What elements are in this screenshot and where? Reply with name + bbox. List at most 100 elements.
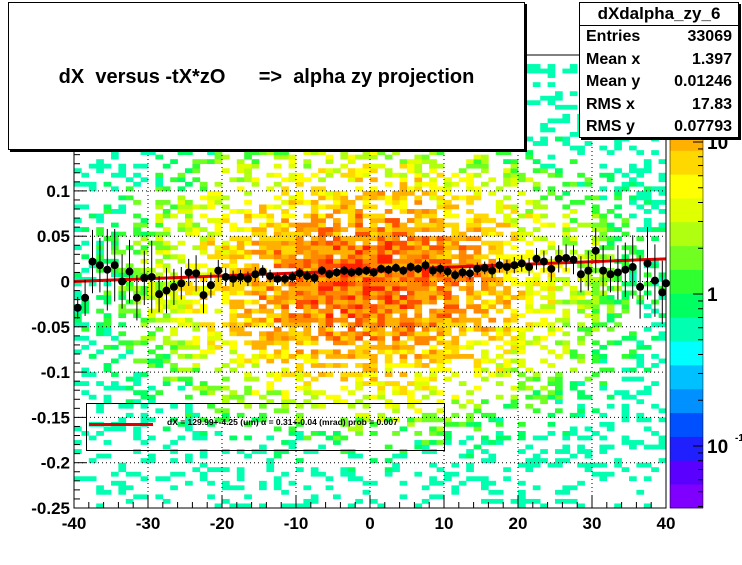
heatmap-cell [392,227,400,232]
heatmap-cell [162,163,171,169]
heatmap-cell [532,64,541,69]
heatmap-cell [444,236,452,242]
heatmap-cell [148,394,156,400]
heatmap-cell [340,417,349,423]
heatmap-cell [503,276,511,282]
heatmap-cell [333,236,341,242]
heatmap-cell [192,363,201,368]
heatmap-cell [170,331,178,337]
heatmap-cell [392,204,400,210]
heatmap-cell [333,435,341,441]
heatmap-cell [229,340,238,346]
heatmap-cell [303,227,312,232]
heatmap-cell [399,340,408,346]
heatmap-cell [140,403,149,409]
heatmap-cell [244,190,252,196]
heatmap-cell [384,317,393,323]
heatmap-cell [614,390,622,396]
heatmap-cell [207,344,215,350]
heatmap-cell [125,399,134,405]
heatmap-cell [555,394,563,400]
heatmap-cell [362,263,371,269]
heatmap-cell [148,363,156,368]
heatmap-cell [273,480,282,486]
profile-point [118,277,127,286]
heatmap-cell [421,353,430,359]
heatmap-cell [296,295,304,300]
heatmap-cell [636,204,645,210]
heatmap-cell [429,440,437,445]
heatmap-cell [310,358,319,364]
heatmap-cell [318,186,326,192]
heatmap-cell [392,195,400,201]
heatmap-cell [436,440,445,445]
heatmap-cell [244,421,252,427]
heatmap-cell [318,236,326,242]
heatmap-cell [392,258,400,264]
heatmap-cell [606,317,615,323]
heatmap-cell [118,163,127,169]
heatmap-cell [429,349,437,355]
heatmap-cell [547,295,556,300]
profile-point [236,272,245,281]
heatmap-cell [251,390,260,396]
heatmap-cell [540,95,548,101]
heatmap-cell [495,150,504,155]
heatmap-cell [347,281,356,287]
heatmap-cell [251,163,260,169]
heatmap-cell [259,444,267,450]
heatmap-cell [288,326,297,332]
heatmap-cell [429,462,437,468]
heatmap-cell [466,449,474,454]
heatmap-cell [481,367,489,373]
heatmap-cell [495,299,504,305]
profile-point [377,264,386,273]
heatmap-cell [192,367,201,373]
heatmap-cell [636,412,645,418]
heatmap-cell [532,462,541,468]
heatmap-cell [222,399,230,405]
heatmap-cell [525,281,534,287]
heatmap-cell [355,263,363,269]
profile-point [428,266,437,275]
heatmap-cell [636,236,645,242]
heatmap-cell [185,286,193,291]
heatmap-cell [643,326,652,332]
heatmap-cell [532,322,541,328]
profile-point [125,267,134,276]
heatmap-cell [407,236,415,242]
stats-value: 0.07793 [674,118,732,135]
heatmap-cell [177,222,186,228]
heatmap-cell [333,231,341,237]
heatmap-cell [503,181,511,187]
heatmap-cell [214,231,223,237]
heatmap-cell [355,498,363,504]
heatmap-cell [547,412,556,418]
heatmap-cell [266,462,275,468]
heatmap-cell [355,304,363,309]
heatmap-cell [355,335,363,341]
heatmap-cell [222,408,230,414]
heatmap-cell [569,159,578,165]
heatmap-cell [281,335,289,341]
heatmap-cell [185,394,193,400]
heatmap-cell [651,467,659,473]
heatmap-cell [162,227,171,232]
heatmap-cell [347,476,356,482]
heatmap-cell [481,326,489,332]
heatmap-cell [222,154,230,160]
heatmap-cell [347,299,356,305]
heatmap-cell [488,358,497,364]
heatmap-cell [473,258,482,264]
heatmap-cell [407,231,415,237]
heatmap-cell [577,290,585,296]
heatmap-cell [525,340,534,346]
heatmap-cell [251,344,260,350]
heatmap-cell [518,231,526,237]
y-tick-label: 0.05 [37,227,70,246]
heatmap-cell [392,172,400,178]
heatmap-cell [599,412,608,418]
heatmap-cell [370,276,378,282]
heatmap-cell [273,204,282,210]
heatmap-cell [177,240,186,246]
